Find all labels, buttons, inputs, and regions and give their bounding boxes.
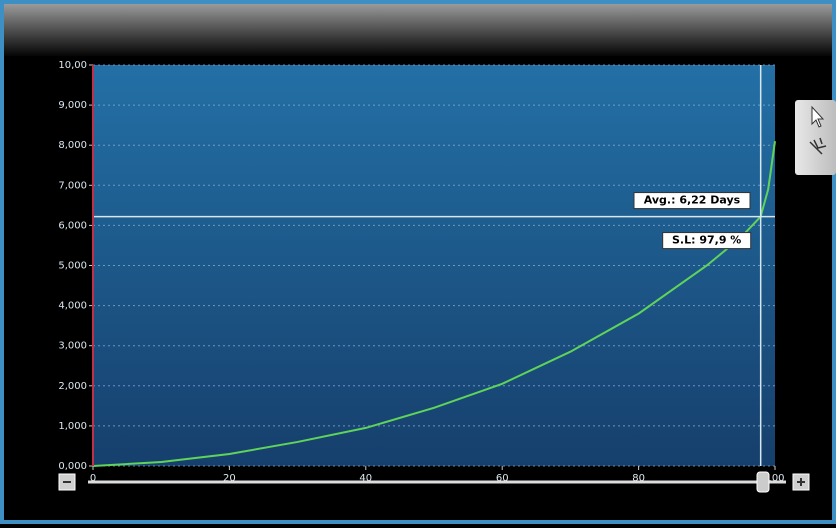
plus-icon (797, 478, 805, 486)
y-tick-label: 0,000 (58, 461, 87, 472)
y-tick-label: 10,00 (58, 60, 87, 71)
label-box (662, 232, 752, 250)
series-line (92, 141, 776, 467)
x-tick-label: 60 (496, 473, 509, 484)
y-tick-label: 8,000 (58, 140, 87, 151)
slider-thumb[interactable] (756, 471, 770, 493)
y-tick-label: 3,000 (58, 341, 87, 352)
service-level-label: S.L: 97,9 % (662, 232, 752, 250)
x-tick-label: 0 (90, 473, 96, 484)
toolbar (795, 100, 836, 175)
x-tick-label: 80 (632, 473, 645, 484)
average-label: Avg.: 6,22 Days (633, 192, 751, 210)
y-tick-label: 7,000 (58, 180, 87, 191)
y-tick-label: 1,000 (58, 421, 87, 432)
x-tick-label: 40 (359, 473, 372, 484)
average-label-text: Avg.: 6,22 Days (644, 194, 741, 207)
y-tick-label: 5,000 (58, 261, 87, 272)
service-level-label-text: S.L: 97,9 % (672, 234, 741, 247)
title-bar (4, 4, 832, 56)
zoom-tool[interactable] (809, 137, 827, 155)
y-tick-label: 6,000 (58, 220, 87, 231)
y-tick-label: 9,000 (58, 100, 87, 111)
label-box (633, 192, 751, 210)
chart: 0,000 1,000 2,000 3,000 4,000 5,000 6,000 7,000… (58, 60, 784, 484)
y-tick-label: 2,000 (58, 381, 87, 392)
pointer-tool[interactable] (811, 105, 825, 128)
x-tick-label: 20 (223, 473, 236, 484)
x-tick-label: 100 (765, 473, 784, 484)
y-tick-label: 4,000 (58, 301, 87, 312)
